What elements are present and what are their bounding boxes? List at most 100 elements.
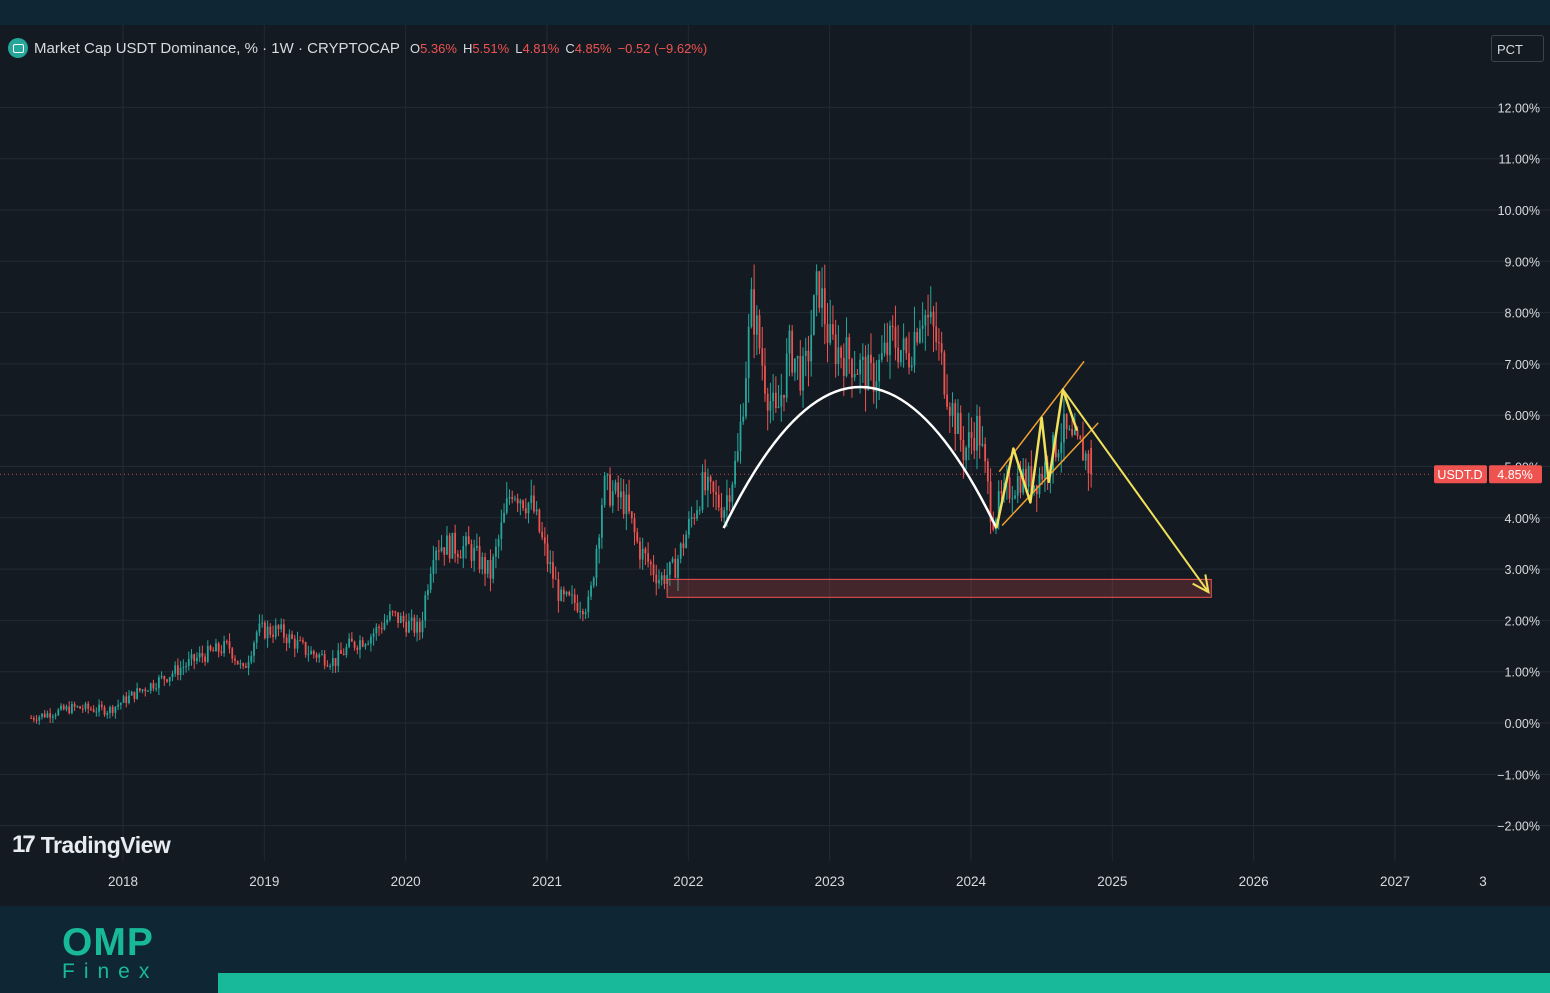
candle[interactable]: [84, 701, 87, 712]
candle[interactable]: [141, 688, 144, 694]
candle[interactable]: [1090, 439, 1093, 488]
candle[interactable]: [103, 705, 106, 717]
candle[interactable]: [1087, 450, 1090, 491]
candle[interactable]: [147, 689, 149, 692]
candle[interactable]: [622, 479, 625, 519]
candle[interactable]: [138, 687, 141, 693]
candle[interactable]: [92, 705, 95, 713]
candle[interactable]: [187, 651, 190, 671]
candle[interactable]: [348, 633, 351, 649]
candle[interactable]: [495, 538, 497, 569]
candle[interactable]: [617, 475, 620, 512]
candle[interactable]: [1084, 450, 1087, 471]
candle[interactable]: [685, 530, 688, 549]
candle[interactable]: [687, 511, 690, 539]
candle[interactable]: [1011, 485, 1014, 514]
candle[interactable]: [272, 625, 274, 643]
tradingview-watermark[interactable]: 17 TradingView: [12, 831, 171, 859]
candle[interactable]: [193, 653, 196, 670]
candle[interactable]: [236, 660, 239, 665]
candle[interactable]: [179, 660, 182, 681]
candle[interactable]: [967, 412, 970, 461]
candle[interactable]: [750, 277, 753, 329]
candle[interactable]: [1027, 462, 1030, 492]
candle[interactable]: [880, 335, 883, 363]
candle[interactable]: [1014, 490, 1016, 500]
candle[interactable]: [283, 618, 285, 644]
candle[interactable]: [842, 343, 845, 397]
candle[interactable]: [883, 323, 886, 357]
candle[interactable]: [870, 333, 872, 381]
candle[interactable]: [473, 539, 476, 572]
candle[interactable]: [527, 501, 530, 524]
candle[interactable]: [106, 710, 109, 719]
candle[interactable]: [802, 347, 804, 408]
candle[interactable]: [976, 404, 978, 470]
candle[interactable]: [223, 635, 226, 657]
candle[interactable]: [326, 660, 329, 668]
candle[interactable]: [130, 690, 133, 696]
candle[interactable]: [136, 682, 139, 700]
candle[interactable]: [152, 679, 155, 692]
candle[interactable]: [369, 633, 372, 652]
candle[interactable]: [804, 337, 807, 377]
candle[interactable]: [299, 636, 302, 642]
symbol-title[interactable]: Market Cap USDT Dominance, % · 1W · CRYP…: [34, 39, 400, 57]
candle[interactable]: [867, 343, 870, 391]
candle[interactable]: [68, 701, 71, 715]
candle[interactable]: [321, 650, 323, 656]
candle[interactable]: [418, 617, 421, 641]
candle[interactable]: [753, 264, 756, 359]
candle[interactable]: [848, 333, 851, 374]
candle[interactable]: [818, 270, 821, 313]
candle[interactable]: [1082, 421, 1084, 461]
candle[interactable]: [492, 553, 495, 584]
candle[interactable]: [380, 621, 383, 634]
candle[interactable]: [302, 637, 304, 645]
candle[interactable]: [57, 707, 60, 717]
candle[interactable]: [598, 534, 601, 564]
candle[interactable]: [87, 701, 90, 714]
candle[interactable]: [432, 545, 435, 583]
candle[interactable]: [535, 501, 538, 516]
candle[interactable]: [571, 585, 573, 605]
candle[interactable]: [780, 373, 783, 422]
candle[interactable]: [552, 550, 554, 588]
candle[interactable]: [573, 588, 576, 611]
candle[interactable]: [511, 490, 514, 504]
candle[interactable]: [628, 479, 630, 515]
candle[interactable]: [929, 286, 932, 324]
candle[interactable]: [38, 715, 41, 725]
candle[interactable]: [421, 611, 424, 639]
candle[interactable]: [467, 526, 470, 545]
candle[interactable]: [478, 536, 481, 574]
candle[interactable]: [889, 320, 891, 379]
candle[interactable]: [856, 368, 859, 375]
candle[interactable]: [603, 471, 606, 508]
candle[interactable]: [658, 569, 660, 589]
candle[interactable]: [793, 358, 796, 381]
candle[interactable]: [413, 614, 416, 637]
candle[interactable]: [190, 649, 193, 666]
candle[interactable]: [709, 474, 712, 495]
candle[interactable]: [693, 513, 696, 525]
candle[interactable]: [443, 547, 446, 566]
candle[interactable]: [372, 628, 375, 646]
candle[interactable]: [454, 524, 457, 563]
candle[interactable]: [712, 480, 715, 508]
candle[interactable]: [481, 552, 484, 575]
candle[interactable]: [386, 615, 389, 626]
candle[interactable]: [489, 549, 492, 592]
candle[interactable]: [503, 503, 505, 524]
candle[interactable]: [533, 485, 535, 514]
candle[interactable]: [470, 539, 473, 569]
candle[interactable]: [984, 437, 987, 474]
candle[interactable]: [399, 612, 402, 624]
candle[interactable]: [853, 350, 856, 382]
candle[interactable]: [46, 710, 49, 719]
candle[interactable]: [296, 631, 299, 653]
candle[interactable]: [872, 357, 875, 404]
candle[interactable]: [133, 691, 136, 703]
candlestick-chart[interactable]: 12.00%11.00%10.00%9.00%8.00%7.00%6.00%5.…: [0, 25, 1550, 906]
candle[interactable]: [785, 338, 788, 403]
